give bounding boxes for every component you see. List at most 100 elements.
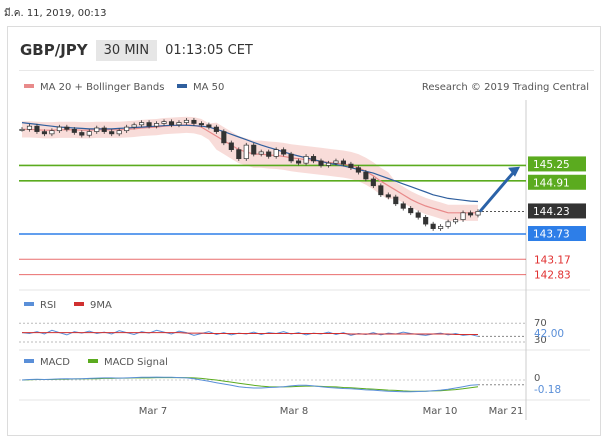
candle-body bbox=[340, 160, 346, 165]
level-label: 144.91 bbox=[533, 177, 570, 189]
legend-macd: MACD bbox=[40, 357, 70, 368]
candle-body bbox=[378, 185, 384, 196]
candle-body bbox=[131, 124, 137, 128]
rsi-tick-30: 30 bbox=[534, 335, 547, 346]
x-tick-label: Mar 10 bbox=[423, 406, 458, 417]
candle-body bbox=[228, 142, 234, 150]
candle-body bbox=[213, 126, 219, 132]
candle-body bbox=[460, 212, 466, 220]
candle-body bbox=[423, 216, 429, 225]
candle-body bbox=[71, 128, 77, 133]
level-label-box bbox=[528, 203, 586, 219]
candle-body bbox=[363, 171, 369, 180]
candle-body bbox=[288, 153, 294, 162]
candle-body bbox=[236, 149, 242, 160]
level-label-box bbox=[528, 156, 586, 172]
candle-body bbox=[400, 203, 406, 209]
candle-body bbox=[206, 124, 212, 128]
legend-macd-signal: MACD Signal bbox=[104, 357, 168, 368]
macd-value-label: -0.18 bbox=[534, 384, 561, 396]
candle-body bbox=[34, 125, 40, 132]
candle-body bbox=[49, 130, 55, 135]
legend-swatch-ma20 bbox=[24, 84, 34, 88]
candle-body bbox=[430, 223, 436, 229]
credit-text: Research © 2019 Trading Central bbox=[422, 82, 589, 93]
candle-body bbox=[393, 196, 399, 205]
candle-body bbox=[355, 167, 361, 173]
legend-swatch-macd-signal bbox=[88, 359, 98, 363]
header-time: 01:13:05 CET bbox=[165, 42, 253, 58]
level-label: 145.25 bbox=[533, 159, 570, 171]
candle-body bbox=[124, 126, 130, 132]
level-label-box bbox=[528, 174, 586, 190]
candle-body bbox=[56, 126, 62, 132]
candle-body bbox=[101, 127, 107, 132]
candle-body bbox=[453, 219, 459, 223]
level-label: 142.83 bbox=[534, 270, 571, 282]
level-label: 143.73 bbox=[533, 229, 570, 241]
legend-swatch-rsi bbox=[24, 302, 34, 306]
candle-body bbox=[370, 178, 376, 187]
candle-body bbox=[79, 132, 85, 136]
candle-body bbox=[467, 212, 474, 216]
forecast-arrow bbox=[478, 170, 516, 213]
candle-body bbox=[41, 131, 47, 135]
candle-body bbox=[243, 144, 249, 160]
legend-swatch-ma50 bbox=[177, 84, 187, 88]
candle-body bbox=[303, 156, 309, 164]
macd-line bbox=[21, 376, 479, 393]
candle-body bbox=[116, 130, 122, 135]
candle-body bbox=[266, 151, 272, 157]
candle-body bbox=[310, 156, 317, 162]
candle-body bbox=[333, 160, 339, 164]
candle-body bbox=[438, 225, 444, 229]
candle-body bbox=[161, 121, 167, 124]
pair-title: GBP/JPY bbox=[20, 41, 88, 59]
candle-body bbox=[154, 123, 160, 127]
macd-tick-0: 0 bbox=[534, 373, 540, 384]
candle-body bbox=[26, 125, 33, 130]
candle-body bbox=[475, 211, 481, 216]
candle-body bbox=[408, 207, 414, 214]
top-date: มี.ค. 11, 2019, 00:13 bbox=[4, 8, 107, 19]
chart-frame bbox=[7, 26, 601, 436]
legend-swatch-macd bbox=[24, 359, 34, 363]
candle-body bbox=[176, 122, 182, 126]
candle-body bbox=[64, 126, 70, 130]
chart-header: GBP/JPY 30 MIN 01:13:05 CET bbox=[20, 37, 253, 63]
candle-body bbox=[251, 144, 257, 155]
candle-body bbox=[348, 163, 354, 169]
candle-body bbox=[146, 122, 152, 127]
candle-body bbox=[168, 121, 175, 126]
candle-body bbox=[258, 151, 264, 155]
level-label-box bbox=[528, 226, 586, 242]
rsi-value-label: 42.00 bbox=[534, 328, 564, 340]
candle-body bbox=[325, 162, 332, 166]
candle-body bbox=[139, 122, 145, 126]
candle-body bbox=[109, 131, 115, 135]
candle-body bbox=[86, 131, 92, 136]
level-label: 144.23 bbox=[533, 206, 570, 218]
macd-signal-line bbox=[21, 377, 479, 392]
x-tick-label: Mar 21 bbox=[489, 406, 524, 417]
legend-ma50: MA 50 bbox=[193, 82, 224, 93]
rsi-tick-70: 70 bbox=[534, 318, 547, 329]
candle-body bbox=[273, 149, 279, 157]
x-tick-label: Mar 7 bbox=[139, 406, 167, 417]
timeframe-badge[interactable]: 30 MIN bbox=[95, 39, 158, 61]
rsi-9ma-line bbox=[22, 332, 478, 335]
candle-body bbox=[191, 119, 197, 124]
candle-body bbox=[183, 119, 190, 123]
candle-body bbox=[318, 160, 324, 166]
candle-body bbox=[198, 123, 204, 126]
header-divider bbox=[19, 70, 594, 71]
candle-body bbox=[296, 160, 302, 164]
candle-body bbox=[281, 149, 287, 155]
candle-body bbox=[445, 221, 451, 227]
legend-rsi: RSI bbox=[40, 300, 56, 311]
legend-ma20: MA 20 + Bollinger Bands bbox=[40, 82, 164, 93]
candle-body bbox=[385, 194, 391, 198]
candle-body bbox=[94, 127, 100, 132]
legend-swatch-9ma bbox=[74, 302, 84, 306]
